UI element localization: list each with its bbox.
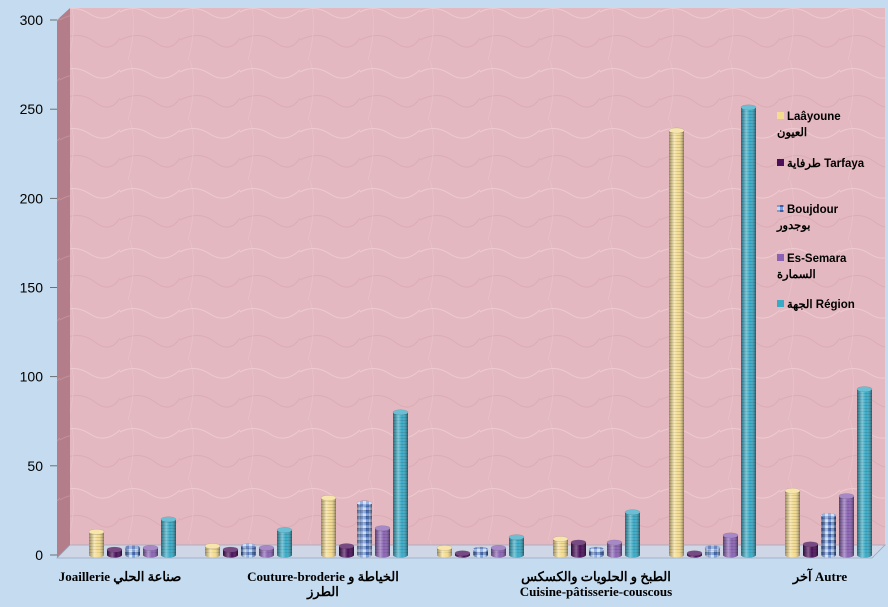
legend-label: بوجدور bbox=[776, 220, 810, 233]
chart-floor bbox=[56, 544, 886, 559]
y-tick-label: 50 bbox=[27, 458, 43, 474]
legend-label: طرفاية Tarfaya bbox=[787, 157, 865, 171]
bar bbox=[588, 546, 605, 558]
y-tick-label: 250 bbox=[20, 101, 44, 117]
x-category-label: Couture-broderie الخياطة و bbox=[247, 569, 399, 585]
bar bbox=[606, 539, 623, 558]
legend-label: Laâyoune bbox=[787, 111, 841, 123]
legend-swatch bbox=[777, 112, 784, 119]
bar bbox=[802, 541, 819, 558]
bar bbox=[142, 544, 159, 558]
legend-item: Boujdour بوجدور bbox=[776, 204, 839, 233]
bar bbox=[454, 550, 471, 558]
bar bbox=[320, 495, 337, 558]
y-axis-ticks: 0 50 100 150 200 250 300 bbox=[20, 12, 57, 563]
bar bbox=[704, 544, 721, 558]
legend-swatch bbox=[777, 159, 784, 166]
y-tick-label: 0 bbox=[35, 547, 43, 563]
bars-layer bbox=[88, 104, 873, 558]
bar bbox=[624, 509, 641, 558]
legend-item: الجهة Région bbox=[777, 298, 855, 312]
y-tick-label: 300 bbox=[20, 12, 44, 28]
legend-item: Laâyoune العيون bbox=[777, 111, 841, 140]
category-labels: Joaillerie صناعة الحلي Couture-broderie ا… bbox=[59, 568, 848, 600]
x-category-label: Cuisine-pâtisserie-couscous bbox=[520, 584, 672, 599]
chart-side-wall bbox=[57, 8, 70, 558]
bar bbox=[856, 386, 873, 558]
legend-item: طرفاية Tarfaya bbox=[777, 157, 865, 171]
bar bbox=[784, 487, 801, 558]
x-category-label: آخر Autre bbox=[792, 568, 848, 585]
bar bbox=[222, 546, 239, 558]
bar bbox=[838, 493, 855, 558]
y-tick-label: 200 bbox=[20, 190, 44, 206]
bar bbox=[356, 500, 373, 558]
bar bbox=[570, 539, 587, 558]
bar bbox=[106, 546, 123, 558]
chart-back-wall bbox=[70, 8, 885, 545]
x-category-label: الطبخ و الحلويات والكسكس bbox=[521, 569, 671, 585]
bar bbox=[392, 409, 409, 558]
bar bbox=[276, 527, 293, 558]
bar bbox=[204, 543, 221, 558]
x-category-label: Joaillerie صناعة الحلي bbox=[59, 569, 182, 585]
legend-label: العيون bbox=[777, 126, 807, 140]
y-tick-label: 150 bbox=[20, 280, 44, 296]
bar bbox=[686, 550, 703, 558]
legend-label: Boujdour bbox=[787, 204, 839, 216]
bar bbox=[552, 536, 569, 558]
bar bbox=[258, 544, 275, 558]
legend-label: السمارة bbox=[777, 268, 816, 282]
bar bbox=[820, 512, 837, 558]
bar bbox=[740, 104, 757, 558]
legend-label: Es-Semara bbox=[787, 253, 847, 265]
bar bbox=[88, 528, 105, 558]
legend-swatch bbox=[777, 205, 784, 212]
legend: Laâyoune العيون طرفاية Tarfaya Boujdour بوجد… bbox=[776, 111, 865, 312]
bar bbox=[490, 544, 507, 558]
bar bbox=[472, 546, 489, 558]
bar bbox=[508, 534, 525, 558]
legend-item: Es-Semara السمارة bbox=[777, 253, 847, 282]
bar bbox=[124, 544, 141, 558]
bar bbox=[338, 543, 355, 558]
legend-swatch bbox=[777, 254, 784, 261]
legend-swatch bbox=[777, 300, 784, 307]
bar bbox=[374, 525, 391, 558]
x-category-label: الطرز bbox=[306, 584, 339, 600]
bar bbox=[668, 127, 685, 558]
bar bbox=[240, 543, 257, 558]
legend-label: الجهة Région bbox=[787, 298, 855, 312]
bar bbox=[436, 544, 453, 558]
bar bbox=[160, 516, 177, 558]
bar bbox=[722, 532, 739, 558]
y-tick-label: 100 bbox=[20, 369, 44, 385]
